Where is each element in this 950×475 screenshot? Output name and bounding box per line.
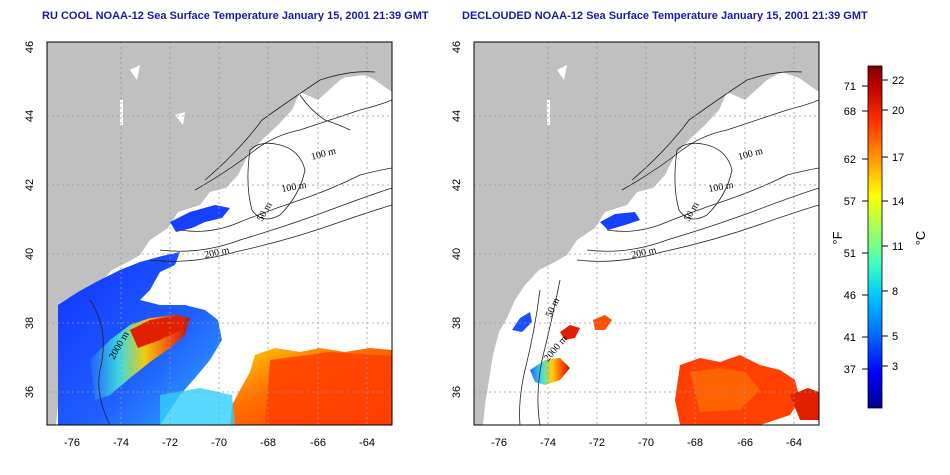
f-tick-label: 46 xyxy=(844,290,856,302)
x-tick-label: -64 xyxy=(786,437,802,449)
right-map: 100 m 100 m 50 m 200 m 50 m 2000 m - xyxy=(451,41,820,449)
c-tick-label: 3 xyxy=(892,361,898,373)
left-panel-title: RU COOL NOAA-12 Sea Surface Temperature … xyxy=(42,10,429,22)
x-tick-label: -68 xyxy=(260,437,276,449)
fahrenheit-ticks: 71 68 62 57 51 46 41 37 xyxy=(844,81,868,376)
c-tick-label: 22 xyxy=(892,75,904,87)
x-tick-label: -66 xyxy=(737,437,753,449)
cold-water-patch xyxy=(170,205,230,232)
contour-label: 100 m xyxy=(708,180,735,195)
y-tick-label: 38 xyxy=(451,317,463,329)
y-axis-ticks: 46 44 42 40 38 36 xyxy=(451,41,463,398)
x-tick-label: -74 xyxy=(113,437,129,449)
f-tick-label: 68 xyxy=(844,106,856,118)
f-tick-label: 57 xyxy=(844,196,856,208)
y-tick-label: 44 xyxy=(24,110,36,122)
right-panel-title: DECLOUDED NOAA-12 Sea Surface Temperatur… xyxy=(462,10,868,22)
left-map: 100 m 100 m 50 m 200 m 2000 m xyxy=(24,41,393,449)
y-tick-label: 38 xyxy=(24,317,36,329)
x-tick-label: -72 xyxy=(589,437,605,449)
c-tick-label: 8 xyxy=(892,286,898,298)
x-tick-label: -70 xyxy=(638,437,654,449)
contour-label: 200 m xyxy=(203,245,230,261)
coastal-mixed-patch xyxy=(530,358,570,385)
celsius-unit-label: °C xyxy=(913,231,928,246)
cold-water-patch xyxy=(600,212,640,230)
f-tick-label: 51 xyxy=(844,248,856,260)
c-tick-label: 5 xyxy=(892,331,898,343)
y-tick-label: 40 xyxy=(451,248,463,260)
y-tick-label: 36 xyxy=(451,386,463,398)
celsius-ticks: 22 20 17 14 11 8 5 3 xyxy=(882,75,904,373)
y-axis-ticks: 46 44 42 40 38 36 xyxy=(24,41,36,398)
x-axis-ticks: -76 -74 -72 -70 -68 -66 -64 xyxy=(491,437,802,449)
x-tick-label: -64 xyxy=(359,437,375,449)
c-tick-label: 20 xyxy=(892,105,904,117)
x-tick-label: -68 xyxy=(687,437,703,449)
y-tick-label: 40 xyxy=(24,248,36,260)
y-tick-label: 46 xyxy=(451,41,463,53)
y-tick-label: 42 xyxy=(24,179,36,191)
x-tick-label: -74 xyxy=(540,437,556,449)
land-mass xyxy=(47,42,392,425)
contour-label: 100 m xyxy=(281,180,308,195)
x-tick-label: -70 xyxy=(211,437,227,449)
c-tick-label: 14 xyxy=(892,196,904,208)
graticule xyxy=(47,42,392,425)
map-frame xyxy=(46,41,393,426)
y-tick-label: 44 xyxy=(451,110,463,122)
bathymetry-contours xyxy=(519,71,819,425)
c-tick-label: 11 xyxy=(892,241,903,253)
f-tick-label: 62 xyxy=(844,154,856,166)
contour-label: 200 m xyxy=(630,245,657,261)
graticule xyxy=(474,42,819,425)
warm-eddy xyxy=(560,325,580,340)
x-axis-ticks: -76 -74 -72 -70 -68 -66 -64 xyxy=(64,437,375,449)
bathymetry-contours xyxy=(89,71,392,425)
c-tick-label: 17 xyxy=(892,152,904,164)
y-tick-label: 46 xyxy=(24,41,36,53)
f-tick-label: 71 xyxy=(844,81,856,93)
x-tick-label: -76 xyxy=(64,437,80,449)
fahrenheit-unit-label: °F xyxy=(830,231,845,244)
y-tick-label: 36 xyxy=(24,386,36,398)
colorbar: 71 68 62 57 51 46 41 37 22 20 17 14 11 8… xyxy=(830,65,928,409)
map-frame xyxy=(473,41,820,426)
x-tick-label: -76 xyxy=(491,437,507,449)
colorbar-gradient xyxy=(867,65,883,409)
x-tick-label: -66 xyxy=(310,437,326,449)
coastal-cold-patch xyxy=(512,312,532,332)
land-mass xyxy=(474,42,819,425)
y-tick-label: 42 xyxy=(451,179,463,191)
warm-eddy xyxy=(593,315,612,330)
x-tick-label: -72 xyxy=(162,437,178,449)
f-tick-label: 37 xyxy=(844,364,856,376)
f-tick-label: 41 xyxy=(844,332,856,344)
